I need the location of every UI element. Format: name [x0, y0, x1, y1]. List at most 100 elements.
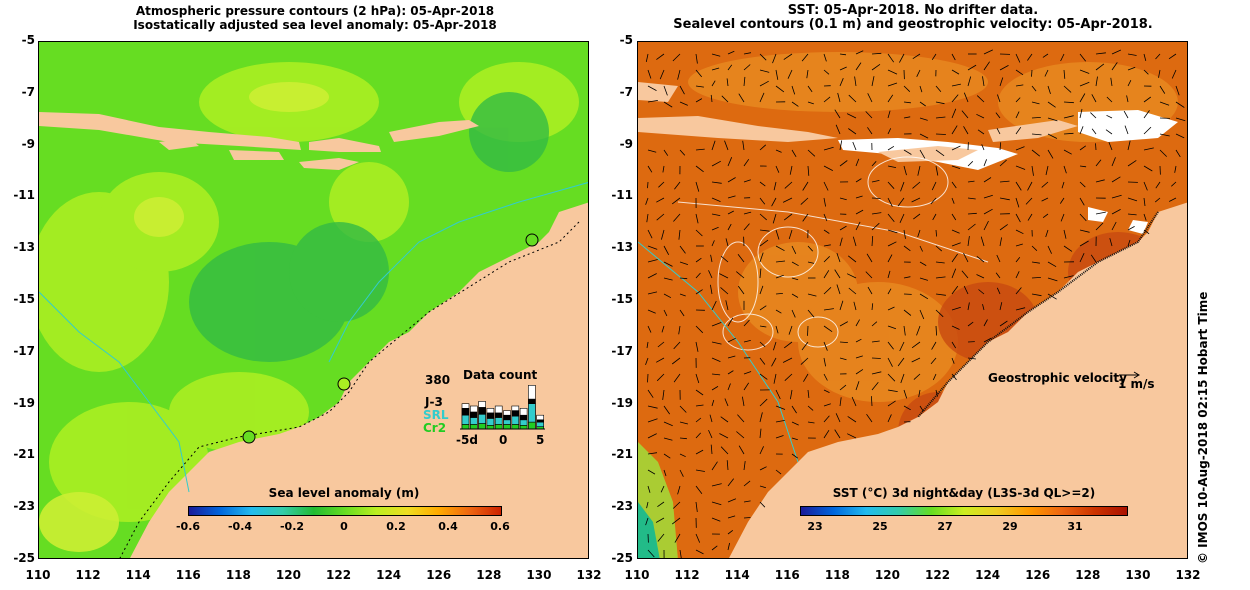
x-tick-label: 122 [326, 568, 352, 582]
velocity-arrow [935, 133, 946, 135]
velocity-arrow [823, 244, 831, 247]
velocity-arrow [663, 309, 668, 317]
velocity-arrow [1127, 80, 1132, 87]
velocity-arrow [931, 181, 937, 191]
velocity-arrow [711, 80, 716, 87]
velocity-arrow [999, 77, 1004, 87]
velocity-arrow [839, 341, 848, 343]
velocity-arrow [867, 93, 873, 103]
velocity-arrow [1091, 128, 1097, 135]
velocity-arrow [759, 398, 768, 407]
velocity-arrow [673, 341, 681, 350]
colorbar-tick-label: 0.2 [386, 520, 406, 533]
sst-map[interactable] [637, 41, 1188, 559]
velocity-arrow [982, 76, 985, 87]
colorbar-tick-label: 25 [872, 520, 888, 533]
sst-cold-coastal [638, 502, 660, 558]
velocity-arrow [930, 357, 937, 365]
velocity-arrow [871, 382, 879, 391]
velocity-arrow [695, 417, 702, 423]
velocity-arrow [1061, 181, 1065, 189]
velocity-arrow [839, 66, 847, 71]
sla-cyan-line-2 [328, 182, 588, 363]
velocity-arrow [1168, 53, 1177, 60]
velocity-arrow [775, 420, 785, 423]
velocity-arrow [823, 341, 828, 351]
velocity-arrow [1171, 181, 1177, 187]
velocity-arrow [711, 483, 722, 487]
velocity-arrow [839, 197, 847, 201]
velocity-arrow [897, 357, 905, 367]
velocity-arrow [743, 319, 750, 327]
velocity-arrow [855, 381, 860, 391]
data-count-series-j3: J-3 [425, 395, 443, 409]
velocity-arrow [996, 128, 1001, 135]
velocity-arrow [823, 213, 828, 222]
velocity-arrow [771, 357, 777, 367]
velocity-arrow [935, 165, 939, 176]
velocity-arrow [871, 371, 882, 375]
velocity-arrow [823, 429, 830, 439]
velocity-arrow [871, 303, 874, 311]
velocity-arrow [727, 210, 734, 215]
velocity-arrow [759, 92, 765, 103]
velocity-arrow [788, 229, 793, 240]
velocity-arrow [854, 76, 857, 87]
velocity-arrow [871, 161, 877, 167]
velocity-arrow [855, 209, 864, 215]
velocity-arrow [711, 213, 721, 216]
velocity-arrow [695, 98, 703, 103]
velocity-arrow [1095, 159, 1102, 167]
velocity-arrow [656, 197, 665, 203]
count-bar-cr2 [528, 421, 536, 430]
velocity-arrow [836, 284, 841, 295]
velocity-arrow [772, 53, 777, 64]
velocity-arrow [999, 320, 1008, 327]
velocity-arrow [1063, 229, 1067, 239]
velocity-arrow [671, 357, 681, 365]
sea-level-anomaly-map[interactable] [38, 41, 589, 559]
velocity-arrow [673, 213, 681, 222]
velocity-arrow [871, 357, 881, 359]
velocity-arrow [1015, 256, 1021, 263]
velocity-arrow [855, 50, 864, 55]
velocity-arrow [823, 389, 830, 393]
velocity-arrow [1015, 197, 1020, 208]
velocity-arrow [848, 287, 857, 295]
count-bar-srl [461, 414, 470, 425]
velocity-arrow [823, 308, 834, 311]
velocity-arrow [855, 178, 862, 183]
velocity-arrow [783, 213, 793, 221]
velocity-arrow [708, 429, 713, 439]
velocity-arrow [1174, 165, 1177, 173]
x-tick-label: 116 [175, 568, 201, 582]
velocity-arrow [743, 158, 750, 167]
y-tick-label: -13 [611, 240, 633, 255]
velocity-arrow [837, 92, 841, 103]
velocity-arrow [743, 76, 746, 87]
velocity-arrow [647, 259, 658, 263]
velocity-arrow [1095, 63, 1105, 71]
velocity-arrow [711, 322, 722, 327]
velocity-arrow [999, 197, 1010, 201]
velocity-arrow [976, 255, 985, 263]
velocity-arrow [1111, 209, 1121, 215]
velocity-scale-arrow [1119, 371, 1140, 379]
velocity-arrow [645, 357, 649, 366]
velocity-arrow [951, 357, 955, 364]
count-bar-cr2 [511, 424, 520, 430]
velocity-arrow [727, 50, 735, 55]
y-tick-label: -7 [619, 84, 633, 99]
velocity-arrow [1060, 213, 1065, 222]
velocity-arrow [983, 337, 992, 343]
velocity-arrow [1031, 69, 1033, 77]
velocity-arrow [1015, 97, 1021, 103]
velocity-arrow [931, 341, 937, 350]
pressure-contour [119, 221, 580, 558]
velocity-arrow [737, 253, 745, 263]
velocity-arrow [1063, 85, 1072, 93]
velocity-arrow [1027, 181, 1033, 191]
velocity-arrow [743, 382, 750, 391]
velocity-arrow [742, 396, 745, 407]
velocity-arrow [848, 128, 857, 135]
